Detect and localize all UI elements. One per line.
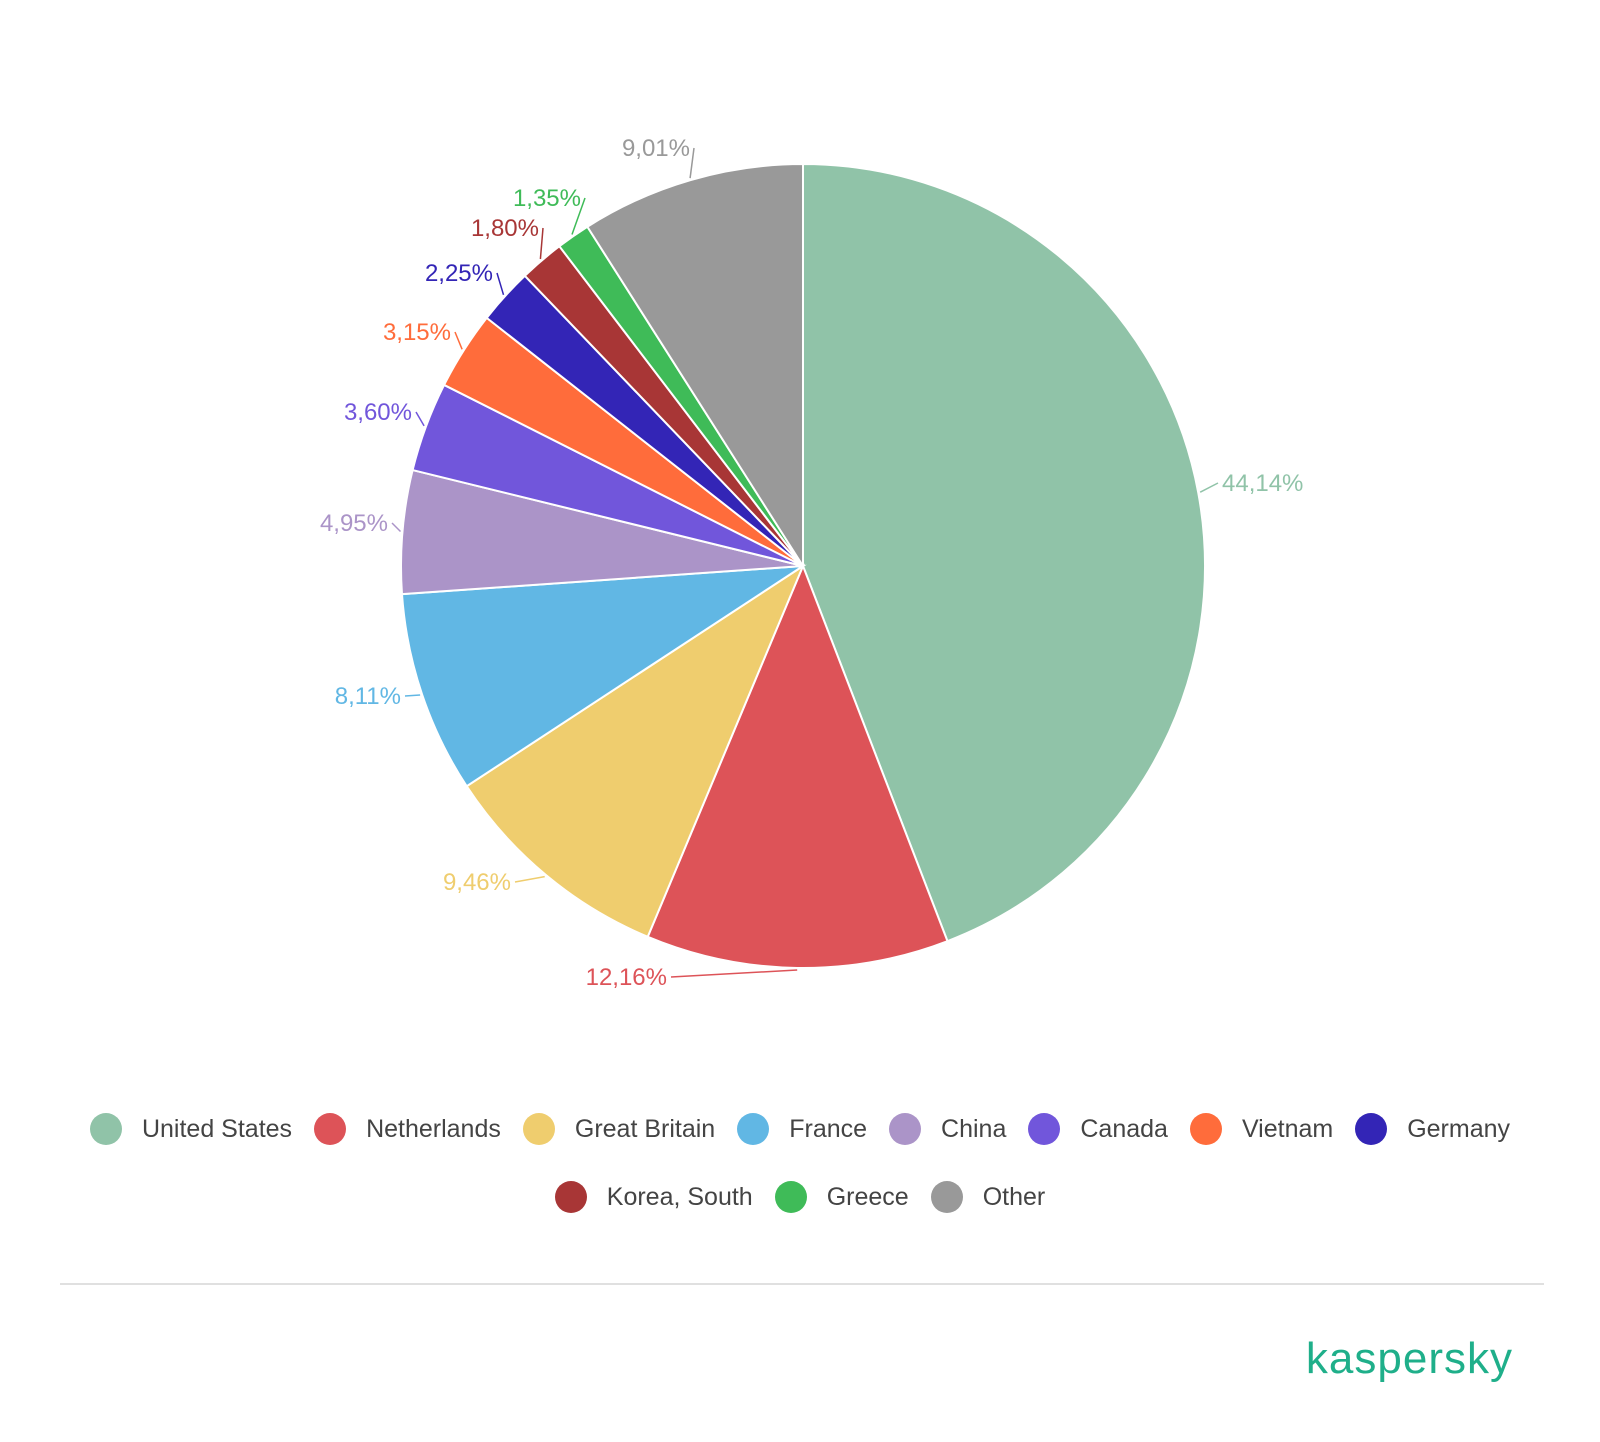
legend-item: Germany: [1355, 1113, 1510, 1145]
legend-label: China: [941, 1114, 1007, 1143]
data-label: 3,15%: [383, 319, 451, 346]
legend-label: United States: [141, 1114, 293, 1143]
data-label: 2,25%: [425, 260, 493, 287]
legend-swatch: [737, 1113, 770, 1145]
data-label: 1,35%: [513, 185, 581, 212]
legend-item: United States: [89, 1113, 293, 1145]
leader-line: [496, 272, 505, 296]
kaspersky-logo: kaspersky: [1305, 1334, 1513, 1383]
legend-swatch: [554, 1181, 587, 1213]
legend-label: Netherlands: [366, 1114, 501, 1143]
legend-item: Canada: [1028, 1113, 1168, 1145]
leader-line: [670, 969, 798, 978]
legend-item: Netherlands: [314, 1113, 501, 1145]
data-label: 9,01%: [622, 135, 690, 162]
legend-label: Canada: [1080, 1114, 1168, 1143]
legend-label: Korea, South: [606, 1182, 753, 1211]
leader-line: [1199, 482, 1219, 493]
legend-item: Great Britain: [522, 1113, 716, 1145]
data-label: 8,11%: [335, 683, 401, 710]
legend-label: Vietnam: [1241, 1114, 1334, 1143]
legend-label: France: [789, 1114, 868, 1143]
divider: [60, 1283, 1544, 1285]
leader-line: [454, 331, 463, 350]
pie-slice-other: [585, 162, 804, 570]
leader-line: [404, 694, 421, 697]
pie-slice-netherlands: [646, 563, 949, 969]
legend-item: Korea, South: [554, 1181, 753, 1213]
legend-item: France: [737, 1113, 867, 1145]
legend-swatch: [1189, 1113, 1222, 1145]
data-label: 12,16%: [586, 964, 667, 991]
pie-slice-france: [400, 564, 807, 788]
legend-swatch: [889, 1113, 922, 1145]
data-label: 9,46%: [443, 869, 511, 896]
legend-swatch: [522, 1113, 555, 1145]
leader-line: [571, 197, 586, 235]
pie-slice-great-britain: [465, 563, 806, 939]
legend-swatch: [1355, 1113, 1388, 1145]
leader-line: [689, 147, 695, 179]
legend-swatch: [89, 1113, 122, 1145]
legend-row: Korea, South Greece Other: [0, 1181, 1600, 1213]
legend-label: Other: [982, 1182, 1046, 1211]
legend-item: Vietnam: [1189, 1113, 1334, 1145]
legend-label: Germany: [1407, 1114, 1511, 1143]
legend-item: China: [889, 1113, 1006, 1145]
legend-item: Greece: [774, 1181, 909, 1213]
data-label: 3,60%: [344, 399, 412, 426]
data-label: 4,95%: [320, 510, 388, 537]
legend-label: Great Britain: [574, 1114, 716, 1143]
legend-item: Other: [930, 1181, 1046, 1213]
leader-line: [415, 411, 425, 427]
leader-line: [391, 522, 402, 533]
legend-swatch: [930, 1181, 963, 1213]
pie-chart: 44,14% 12,16% 9,46% 8,11% 4,95% 3,60% 3,15% 2,2…: [320, 135, 1303, 991]
leader-line: [514, 875, 545, 883]
data-label: 44,14%: [1222, 470, 1303, 497]
legend-swatch: [314, 1113, 347, 1145]
legend-label: Greece: [826, 1182, 909, 1211]
legend-swatch: [774, 1181, 807, 1213]
legend-swatch: [1028, 1113, 1061, 1145]
data-label: 1,80%: [471, 215, 539, 242]
leader-line: [539, 227, 544, 260]
legend-row: United States Netherlands Great Britain Fra…: [0, 1113, 1600, 1145]
pie-slice-united-states: [802, 162, 1207, 943]
